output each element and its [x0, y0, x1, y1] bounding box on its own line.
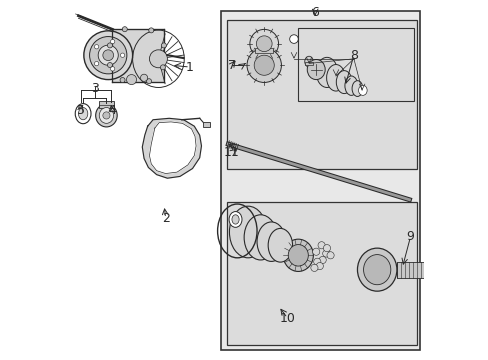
Text: 3: 3 [90, 82, 99, 95]
Ellipse shape [94, 62, 99, 66]
Ellipse shape [344, 76, 357, 95]
Ellipse shape [322, 250, 329, 257]
Ellipse shape [313, 258, 320, 265]
Bar [226, 21, 416, 169]
Polygon shape [142, 118, 201, 178]
Ellipse shape [126, 75, 136, 85]
Ellipse shape [254, 55, 274, 75]
Ellipse shape [98, 45, 118, 65]
Ellipse shape [122, 27, 127, 32]
Text: 1: 1 [185, 60, 194, 73]
Ellipse shape [148, 28, 153, 33]
Text: 6: 6 [310, 6, 319, 19]
Text: 4: 4 [108, 104, 116, 117]
Ellipse shape [94, 45, 99, 49]
Ellipse shape [161, 43, 166, 48]
Ellipse shape [306, 59, 325, 80]
Ellipse shape [160, 65, 165, 70]
Bar [396, 262, 435, 278]
Ellipse shape [351, 81, 362, 96]
Ellipse shape [323, 244, 330, 252]
Ellipse shape [326, 64, 345, 91]
Ellipse shape [246, 48, 281, 82]
Ellipse shape [149, 50, 167, 68]
Ellipse shape [140, 74, 147, 81]
Ellipse shape [107, 43, 112, 48]
Ellipse shape [96, 104, 117, 127]
Ellipse shape [283, 239, 313, 271]
Bar [203, 122, 210, 127]
Ellipse shape [146, 79, 151, 84]
Ellipse shape [110, 39, 115, 44]
Ellipse shape [310, 264, 317, 271]
Bar [99, 101, 113, 108]
Ellipse shape [110, 67, 115, 71]
Ellipse shape [89, 37, 126, 74]
Ellipse shape [358, 85, 366, 95]
Ellipse shape [316, 262, 323, 270]
Bar [304, 62, 313, 64]
Ellipse shape [120, 77, 125, 82]
Bar [226, 202, 416, 345]
Ellipse shape [75, 104, 91, 124]
Ellipse shape [78, 108, 88, 120]
Text: 10: 10 [279, 311, 295, 325]
Ellipse shape [229, 206, 266, 258]
Ellipse shape [102, 112, 110, 119]
Bar [297, 28, 413, 101]
Ellipse shape [99, 108, 113, 123]
Ellipse shape [316, 57, 337, 87]
Ellipse shape [244, 215, 277, 260]
Ellipse shape [287, 244, 308, 266]
Ellipse shape [256, 36, 271, 51]
Ellipse shape [120, 53, 124, 57]
Ellipse shape [231, 215, 239, 224]
Ellipse shape [363, 255, 390, 285]
Ellipse shape [289, 35, 298, 43]
Text: 2: 2 [162, 212, 169, 225]
Ellipse shape [304, 56, 313, 67]
Ellipse shape [267, 228, 292, 262]
Polygon shape [149, 122, 196, 174]
Ellipse shape [257, 222, 285, 261]
Bar [112, 30, 163, 82]
Ellipse shape [326, 252, 333, 259]
Text: 11: 11 [224, 146, 239, 159]
Ellipse shape [312, 248, 319, 255]
Text: 8: 8 [349, 49, 357, 62]
Text: 9: 9 [406, 230, 414, 243]
Ellipse shape [107, 63, 112, 68]
Text: 5: 5 [77, 104, 84, 117]
Ellipse shape [102, 50, 113, 60]
Ellipse shape [336, 71, 351, 94]
Ellipse shape [319, 256, 325, 264]
Ellipse shape [83, 31, 132, 80]
Ellipse shape [249, 30, 278, 58]
Bar [255, 48, 273, 53]
Ellipse shape [357, 248, 396, 291]
Bar [221, 12, 419, 350]
Ellipse shape [228, 212, 242, 227]
Ellipse shape [317, 242, 325, 249]
Text: 7: 7 [227, 59, 236, 72]
